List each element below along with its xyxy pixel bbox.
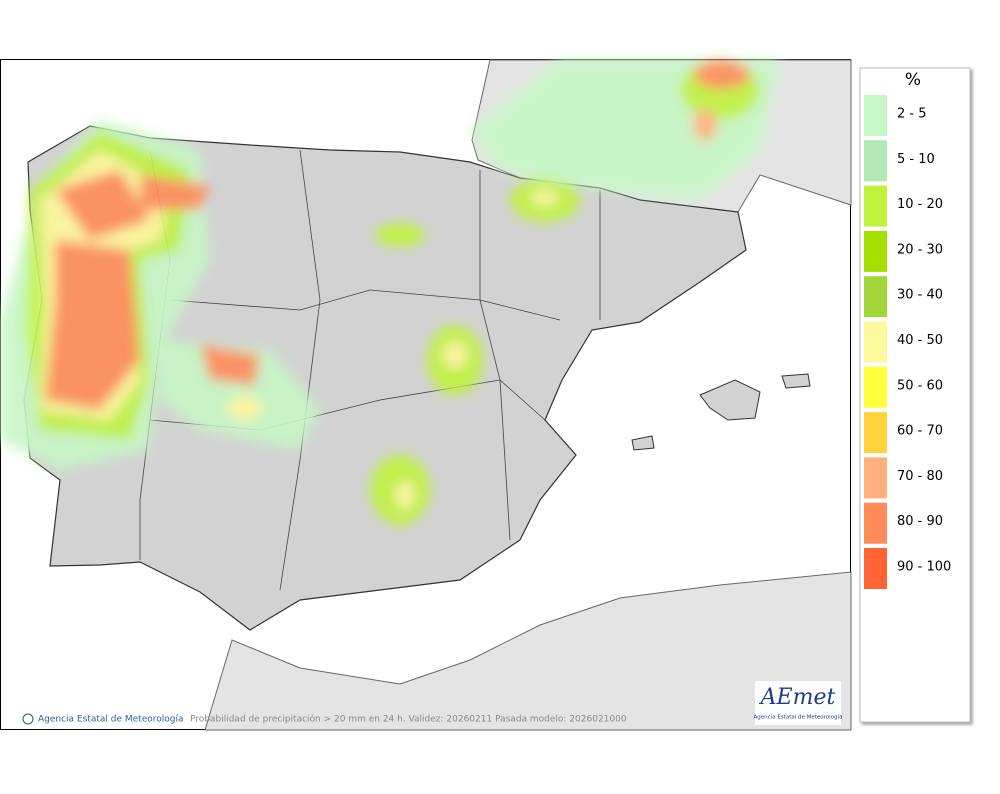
legend: % 2 - 5 5 - 10 10 - 20 20 - 30 30 - 40 40 - 5…: [859, 67, 971, 723]
legend-label: 30 - 40: [897, 288, 943, 303]
legend-label: 2 - 5: [897, 107, 927, 122]
logo: AEmet: [759, 685, 836, 710]
legend-swatch: [864, 276, 887, 318]
legend-swatch: [864, 457, 887, 499]
legend-swatch: [864, 95, 887, 136]
legend-swatch: [864, 366, 887, 408]
precipitation: [0, 60, 780, 525]
logo-box: [755, 681, 841, 725]
credit: Agencia Estatal de Meteorología: [38, 715, 184, 725]
legend-label: 50 - 60: [897, 378, 943, 393]
credit-icon: [22, 713, 34, 725]
islands: [631, 373, 811, 451]
legend-swatch: [864, 412, 887, 454]
map: Agencia Estatal de Meteorología Probabil…: [0, 59, 852, 731]
caption: Probabilidad de precipitación > 20 mm en…: [190, 714, 627, 725]
legend-swatch: [864, 321, 887, 363]
legend-label: 5 - 10: [897, 152, 935, 167]
legend-label: 90 - 100: [897, 560, 951, 575]
legend-title: %: [905, 70, 921, 90]
logo-subtitle: Agencia Estatal de Meteorología: [754, 714, 843, 721]
legend-swatch: [864, 230, 887, 272]
legend-swatch: [864, 140, 887, 182]
legend-swatch: [864, 502, 887, 544]
legend-label: 40 - 50: [897, 333, 943, 348]
legend-label: 20 - 30: [897, 242, 943, 257]
legend-swatch: [864, 185, 887, 227]
legend-label: 80 - 90: [897, 514, 943, 529]
africa: [204, 571, 852, 731]
legend-label: 60 - 70: [897, 424, 943, 439]
legend-label: 70 - 80: [897, 469, 943, 484]
legend-swatch: [864, 548, 887, 589]
legend-label: 10 - 20: [897, 197, 943, 212]
